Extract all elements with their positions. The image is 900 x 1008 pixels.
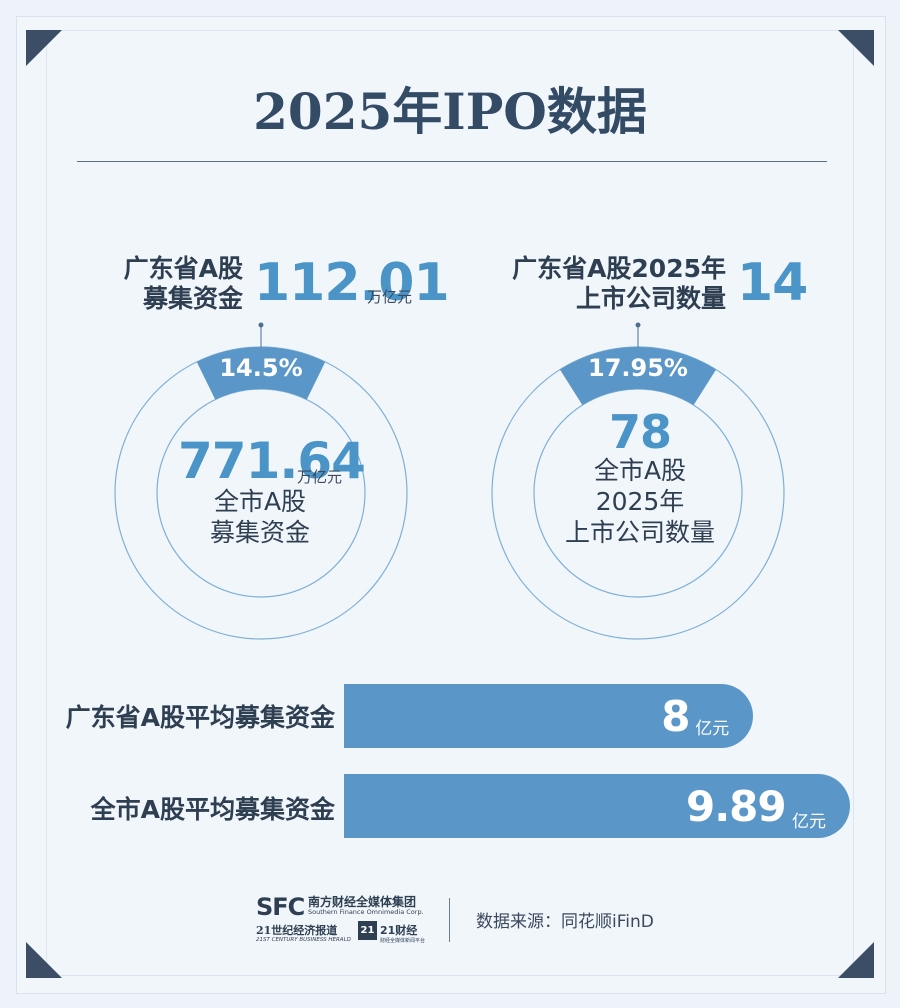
total-listing-label-line: 上市公司数量 <box>564 518 715 547</box>
gd-listing-value: 14 <box>737 253 808 313</box>
leader-dot <box>635 322 641 328</box>
bar-label: 广东省A股平均募集资金 <box>65 703 335 732</box>
title-divider <box>77 161 827 162</box>
caijing-badge-icon: 21 <box>358 921 377 940</box>
gd-listing-label: 广东省A股2025年 上市公司数量 <box>468 254 726 314</box>
bar-label: 全市A股平均募集资金 <box>90 795 335 824</box>
bar-unit: 亿元 <box>695 719 730 739</box>
slice-label: 14.5% <box>219 354 302 382</box>
total-funds-label-line: 全市A股 <box>213 487 307 516</box>
herald-logo: 21世纪经济报道 <box>256 924 338 937</box>
page-title: 2025年IPO数据 <box>253 82 647 141</box>
total-funds-label: 全市A股 募集资金 <box>180 486 340 548</box>
sfc-logo-en: Southern Finance Omnimedia Corp. <box>308 908 424 916</box>
bar-value: 8 <box>661 692 690 741</box>
bar-value: 9.89 <box>686 782 787 831</box>
footer-divider <box>449 898 450 942</box>
total-funds-value: 771.64 <box>178 432 366 490</box>
caijing-logo: 21财经 <box>380 924 418 937</box>
total-funds-unit: 万亿元 <box>297 468 343 486</box>
gd-funds-label: 广东省A股 募集资金 <box>70 254 243 314</box>
gd-funds-label-line: 募集资金 <box>142 284 243 313</box>
corner-triangle-icon <box>26 942 62 978</box>
donut-slice <box>196 346 326 400</box>
data-source: 数据来源：同花顺iFinD <box>476 912 654 932</box>
sfc-logo-cn: 南方财经全媒体集团 <box>308 895 417 909</box>
corner-triangle-icon <box>26 30 62 66</box>
sfc-logo: SFC <box>256 893 305 921</box>
inner-border <box>46 30 854 976</box>
corner-triangle-icon <box>838 30 874 66</box>
total-listing-value: 78 <box>608 405 672 459</box>
caijing-logo-sub: 财经全媒体新闻平台 <box>380 938 426 944</box>
bar-unit: 亿元 <box>792 812 826 832</box>
total-listing-label-line: 2025年 <box>595 487 685 516</box>
donut-slice <box>559 347 717 406</box>
leader-dot <box>258 322 264 328</box>
bar <box>344 774 850 838</box>
gd-listing-label-line: 广东省A股2025年 <box>512 254 726 283</box>
total-funds-label-line: 募集资金 <box>209 518 310 547</box>
corner-triangle-icon <box>838 942 874 978</box>
slice-label: 17.95% <box>588 354 688 382</box>
total-listing-label: 全市A股 2025年 上市公司数量 <box>555 455 725 548</box>
total-listing-label-line: 全市A股 <box>593 456 687 485</box>
gd-funds-unit: 万亿元 <box>367 288 413 306</box>
herald-logo-en: 21ST CENTURY BUSINESS HERALD <box>256 937 351 943</box>
gd-funds-label-line: 广东省A股 <box>123 254 243 283</box>
gd-funds-value: 112.01 <box>254 253 450 313</box>
bar <box>344 684 754 748</box>
gd-listing-label-line: 上市公司数量 <box>575 284 726 313</box>
